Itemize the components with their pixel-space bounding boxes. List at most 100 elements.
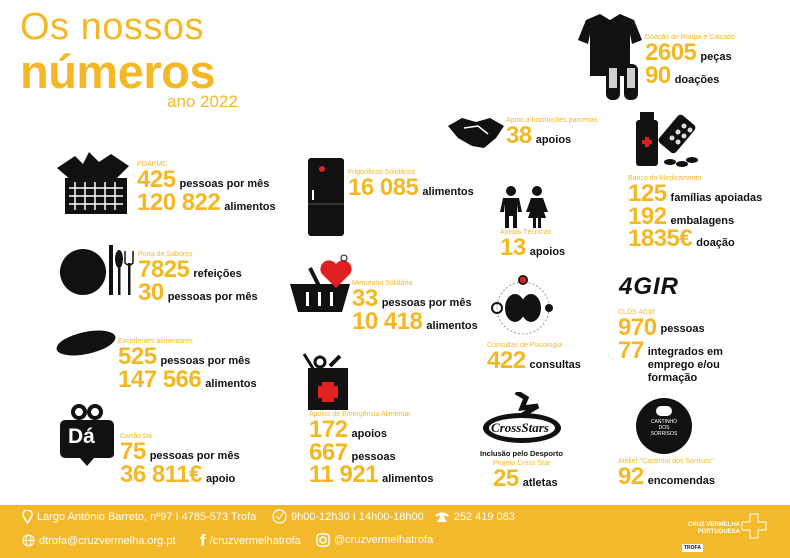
stat-number: 16 085 xyxy=(348,174,419,201)
stat-label: Mercearia Solidária xyxy=(352,280,413,287)
instagram-icon xyxy=(316,533,330,547)
title-line2: números xyxy=(20,45,216,98)
stat-unit: peças xyxy=(700,51,732,63)
stat-row: 1835€ doação xyxy=(628,227,762,251)
stat-unit: pessoas por mês xyxy=(149,450,240,462)
stat-row: 525 pessoas por mês xyxy=(118,345,257,369)
brain-icon xyxy=(491,275,553,335)
stat-row: 38 apoios xyxy=(506,124,597,148)
stat-label: Cartão Dá xyxy=(120,433,152,440)
footer-instagram[interactable]: @cruzvermelhatrofa xyxy=(316,533,433,547)
stat-unit: embalagens xyxy=(670,214,735,227)
title-line1: Os nossos xyxy=(20,6,205,48)
stat-medicamento: Banco do Medicamento 125 famílias apoiadas… xyxy=(628,174,762,251)
footer-hours: 9h00-12h30 I 14h00-18h00 252 419 083 xyxy=(272,509,515,524)
phone-text: 252 419 083 xyxy=(453,510,515,523)
cruz-vermelha-logo: CRUZ VERMELHA PORTUGUESA TROFA xyxy=(678,511,768,553)
stat-unit: apoios xyxy=(535,134,572,146)
da-text: Dá xyxy=(68,425,95,448)
handshake-icon xyxy=(448,118,504,148)
stat-row: 425 pessoas por mês xyxy=(137,166,276,193)
shirt-shoes-icon xyxy=(578,14,642,100)
stat-number: 75 xyxy=(120,438,146,465)
stat-unit: apoios xyxy=(529,246,566,258)
stat-row: 120 822 alimentos xyxy=(137,190,276,214)
clock-icon xyxy=(272,509,287,524)
crossstar-heading: Inclusão pelo Desporto xyxy=(480,449,563,458)
stat-unit: apoio xyxy=(205,472,236,485)
stat-number: 13 xyxy=(500,234,526,261)
stat-label: Banco do Medicamento xyxy=(628,175,702,182)
fridge-icon xyxy=(308,158,344,236)
stat-label: Porta de Sabores xyxy=(138,251,193,258)
stat-label: Ajudas Técnicas xyxy=(500,229,552,236)
stat-unit: alimentos xyxy=(224,200,276,213)
stat-row: 970 pessoas xyxy=(618,314,741,341)
instagram-link[interactable]: @cruzvermelhatrofa xyxy=(334,534,434,546)
email-link[interactable]: dtrofa@cruzvermelha.org.pt xyxy=(39,534,176,547)
footer-email[interactable]: dtrofa@cruzvermelha.org.pt xyxy=(22,534,176,547)
org-line2: PORTUGUESA xyxy=(697,529,740,535)
stat-unit: pessoas xyxy=(660,323,705,335)
org-line1: CRUZ VERMELHA xyxy=(688,522,740,528)
stat-row: 16 085 alimentos xyxy=(348,174,474,201)
shopping-basket-heart-icon xyxy=(290,254,352,312)
stat-psicologia: Consultas de Psicologia 422 consultas xyxy=(487,341,581,373)
stat-mercearia: Mercearia Solidária 33 pessoas por mês 10 4… xyxy=(352,279,478,333)
stat-label: Projeto Cross Star xyxy=(493,460,551,467)
cantinho-text: CANTINHO DOS SORRISOS xyxy=(650,419,678,437)
stat-label: Apoio a Instituições parceiras xyxy=(506,117,598,124)
facebook-icon: f xyxy=(200,531,206,550)
stat-row: 7825 refeições xyxy=(138,256,258,283)
gift-da-icon: Dá xyxy=(60,404,114,468)
stat-unit: refeições xyxy=(193,268,242,280)
stat-label: Excedentes alimentares xyxy=(118,338,193,345)
stat-unit: doação xyxy=(696,237,735,249)
stat-unit: atletas xyxy=(522,477,558,489)
stat-crossstar: Projeto Cross Star 25 atletas xyxy=(493,459,558,491)
stat-number: 125 xyxy=(628,180,667,207)
stat-number: 10 418 xyxy=(352,307,423,335)
stat-row: 667 pessoas xyxy=(309,438,433,466)
stat-label: Consultas de Psicologia xyxy=(487,342,562,349)
stat-number: 36 811€ xyxy=(120,460,202,488)
facebook-link[interactable]: /cruzvermelhatrofa xyxy=(209,535,301,547)
stat-excedentes: Excedentes alimentares 525 pessoas por mês… xyxy=(118,337,257,391)
stat-row: 11 921 alimentos xyxy=(309,461,433,488)
footer-facebook[interactable]: f /cruzvermelhatrofa xyxy=(200,531,301,551)
title-year: ano 2022 xyxy=(167,92,238,111)
stat-number: 667 xyxy=(309,438,348,466)
stat-number: 77 xyxy=(618,336,644,364)
stat-unit: pessoas por mês xyxy=(160,355,251,367)
globe-icon xyxy=(22,534,35,547)
stat-label: Atelier "Cantinho dos Sorrisos" xyxy=(618,458,714,465)
stat-number: 172 xyxy=(309,416,348,443)
stat-number: 425 xyxy=(137,166,176,193)
4gir-logo: 4GIR xyxy=(619,273,680,300)
stat-roupa: Doação de Roupa e Calçado 2605 peças 90 doaç… xyxy=(645,33,735,87)
stat-number: 30 xyxy=(138,278,164,306)
stat-number: 422 xyxy=(487,347,526,374)
stat-number: 25 xyxy=(493,465,519,492)
stat-unit: famílias apoiadas xyxy=(670,192,763,204)
stat-unit: pessoas por mês xyxy=(381,297,472,309)
stat-row: 77 integrados em emprego e/ou formação xyxy=(618,336,741,384)
stat-unit: consultas xyxy=(529,359,581,371)
stat-row: 30 pessoas por mês xyxy=(138,278,258,306)
stat-number: 970 xyxy=(618,314,657,341)
org-branch: TROFA xyxy=(682,544,703,552)
stat-row: 36 811€ apoio xyxy=(120,460,240,488)
stat-label: Frigoríficos Solidários xyxy=(348,169,416,176)
phone-icon xyxy=(434,512,449,522)
stat-row: 2605 peças xyxy=(645,41,735,65)
stat-number: 11 921 xyxy=(309,461,379,488)
cantinho-logo: CANTINHO DOS SORRISOS xyxy=(636,398,692,454)
stat-number: 7825 xyxy=(138,256,190,283)
stat-row: 25 atletas xyxy=(493,465,558,492)
address-text: Largo António Barreto, nº97 I 4785-573 T… xyxy=(37,511,257,523)
stat-number: 33 xyxy=(352,285,378,312)
stat-number: 147 566 xyxy=(118,365,202,393)
stat-unit: alimentos xyxy=(205,377,257,390)
footer: Largo António Barreto, nº97 I 4785-573 T… xyxy=(0,505,790,558)
plate-cutlery-icon xyxy=(60,245,134,295)
